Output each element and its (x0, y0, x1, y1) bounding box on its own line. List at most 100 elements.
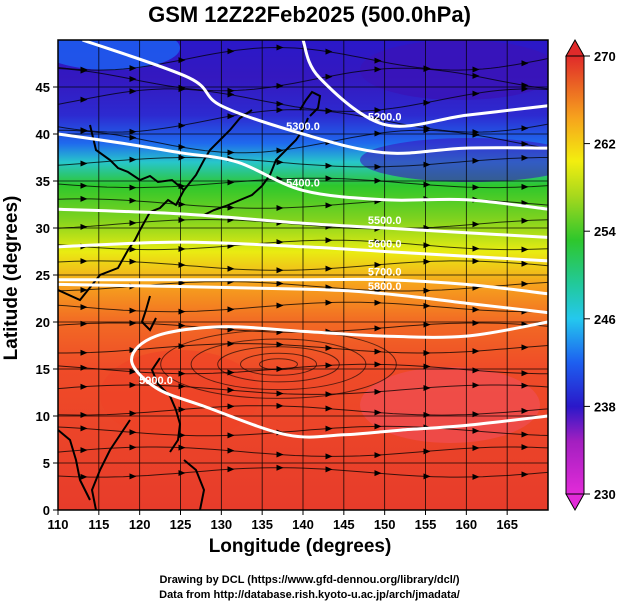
circulation-ring (190, 338, 367, 391)
streamline-arrow (227, 91, 235, 98)
streamline-arrow (227, 113, 235, 120)
colorbar-tick-label: 238 (594, 399, 616, 414)
streamline-arrow (80, 349, 88, 356)
streamline-arrow (472, 319, 480, 326)
streamline-arrow (80, 160, 88, 167)
streamline-arrow (80, 96, 88, 103)
streamline-arrow (276, 302, 284, 309)
streamline-arrow (521, 407, 529, 414)
streamline-arrow (227, 48, 235, 55)
x-tick-label: 145 (333, 517, 355, 532)
streamline-arrow (472, 444, 480, 451)
y-tick-label: 5 (43, 456, 50, 471)
colorbar-bottom-arrow (565, 493, 585, 512)
streamline-arrow (80, 195, 88, 202)
streamline-arrow (276, 267, 284, 274)
streamline-arrow (129, 346, 137, 353)
streamline-arrow (472, 473, 480, 480)
streamline-arrow (325, 202, 333, 209)
streamline-arrow (521, 444, 529, 451)
streamline-arrow (325, 73, 333, 80)
y-tick-label: 0 (43, 503, 50, 518)
streamline-arrow (129, 197, 137, 204)
colorbar-tick-label: 246 (594, 312, 616, 327)
streamline-arrow (521, 280, 529, 287)
contour-line (58, 282, 548, 315)
streamline-arrow (325, 108, 333, 115)
streamline-arrow (129, 88, 137, 95)
contour-line (58, 132, 548, 211)
contour-label: 5600.0 (368, 239, 402, 251)
contour-label: 5400.0 (286, 177, 320, 189)
streamline-arrow (227, 204, 235, 211)
streamline-arrow (80, 425, 88, 432)
streamline-arrow (227, 149, 235, 156)
streamline-arrow (129, 134, 137, 141)
contour-label: 5700.0 (368, 267, 402, 279)
streamline-arrow (129, 76, 137, 83)
streamline-arrow (472, 306, 480, 313)
geopotential-contours: 5200.0 5300.0 5400.0 5500.0 5600.0 5700.0 5800… (58, 40, 548, 439)
streamline-arrow (472, 72, 480, 79)
y-tick-label: 35 (36, 174, 50, 189)
contour-label: 5300.0 (286, 121, 320, 133)
streamline-arrow (325, 425, 333, 432)
streamline-arrow (374, 409, 382, 416)
streamline-arrow (521, 183, 529, 190)
contour-label: 5800.0 (368, 281, 402, 293)
contour-label: 5900.0 (139, 375, 173, 387)
streamline-arrow (374, 299, 382, 306)
credit-data: Data from http://database.rish.kyoto-u.a… (159, 589, 460, 601)
circulation-ring (217, 346, 340, 383)
streamline-arrow (374, 388, 382, 395)
streamline-arrow (374, 66, 382, 73)
streamline-arrow (521, 370, 529, 377)
streamline-arrow (129, 219, 137, 226)
x-tick-label: 155 (415, 517, 437, 532)
streamline-arrow (325, 299, 333, 306)
streamline-arrow (129, 246, 137, 253)
x-tick-label: 125 (170, 517, 192, 532)
streamline-arrow (521, 246, 529, 253)
streamline-arrow (325, 237, 333, 244)
streamline-arrow (276, 239, 284, 246)
streamline-arrow (227, 387, 235, 394)
contour-label: 5200.0 (368, 112, 402, 124)
streamline-arrow (374, 348, 382, 355)
streamline-arrow (80, 304, 88, 311)
streamline-arrow (374, 470, 382, 477)
streamline-arrow (472, 131, 480, 138)
streamline-arrow (472, 427, 480, 434)
streamline-arrow (129, 473, 137, 480)
streamline-arrow (227, 447, 235, 454)
streamline-arrow (374, 261, 382, 268)
streamline-arrow (129, 307, 137, 314)
streamline-arrow (521, 260, 529, 267)
streamline-arrow (129, 128, 137, 135)
streamline-arrow (472, 221, 480, 228)
streamline-arrow (80, 383, 88, 390)
streamline-arrow (129, 429, 137, 436)
streamline-arrow (325, 362, 333, 369)
streamline-arrow (276, 341, 284, 348)
streamline-arrow (276, 451, 284, 458)
x-tick-label: 120 (129, 517, 151, 532)
map-title: GSM 12Z22Feb2025 (500.0hPa) (148, 2, 471, 27)
contour-label: 5500.0 (368, 215, 402, 227)
streamline-arrow (374, 361, 382, 368)
streamline-arrow (80, 182, 88, 189)
colorbar-top-arrow (565, 38, 585, 57)
streamline-arrow (227, 466, 235, 473)
streamline-arrow (521, 60, 529, 67)
contour-line (301, 40, 548, 128)
streamline-arrow (374, 423, 382, 430)
streamline-arrow (472, 258, 480, 265)
colorbar-tick-label: 230 (594, 487, 616, 502)
streamline-arrow (521, 125, 529, 132)
streamline-arrow (374, 452, 382, 459)
colorbar-tick-label: 262 (594, 137, 616, 152)
x-tick-label: 160 (455, 517, 477, 532)
colorbar-tick-label: 254 (594, 224, 616, 239)
streamline-arrow (325, 466, 333, 473)
